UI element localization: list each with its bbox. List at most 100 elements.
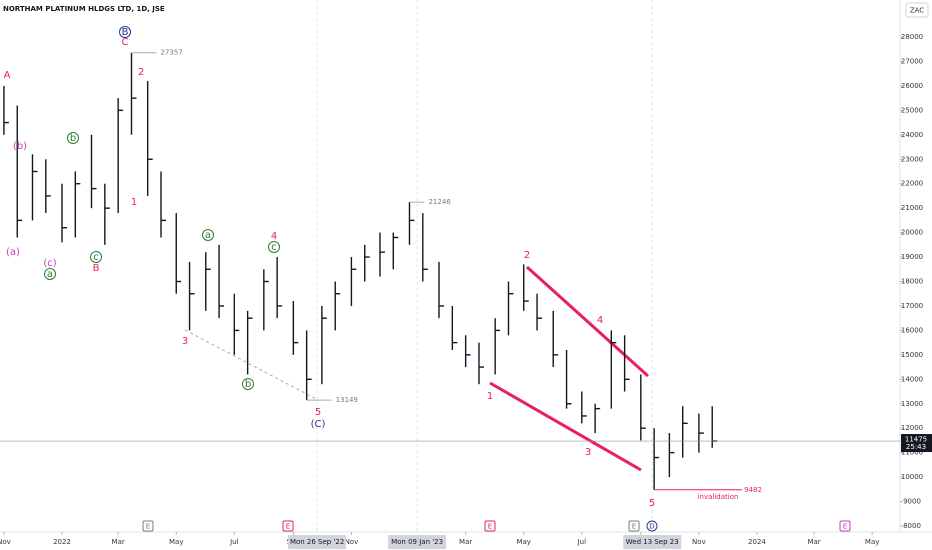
wave-circle	[202, 229, 214, 241]
x-tick-label: May	[169, 538, 183, 546]
wave-label: 1	[131, 197, 137, 208]
trendline	[489, 381, 642, 472]
event-label: E	[146, 523, 150, 531]
wave-label: c	[93, 252, 99, 263]
wave-label: 3	[182, 336, 188, 347]
wave-label: 4	[271, 231, 277, 242]
currency-box	[905, 2, 929, 18]
y-tick-label: 10000	[901, 473, 923, 481]
wave-label: a	[205, 230, 211, 241]
marker-box	[388, 535, 447, 549]
wave-label: 2	[524, 250, 530, 261]
event-label: D	[649, 523, 654, 531]
x-tick-label: May	[865, 538, 879, 546]
x-tick-label: May	[516, 538, 530, 546]
price-callout: 21246	[428, 198, 451, 206]
event-label: E	[286, 523, 290, 531]
chart-title: NORTHAM PLATINUM HLDGS LTD, 1D, JSE	[3, 5, 165, 13]
event-icon	[282, 520, 294, 532]
x-tick-label: Jul	[229, 538, 239, 546]
wave-label: 1	[487, 391, 493, 402]
wave-circle	[268, 241, 280, 253]
wave-label: 3	[585, 447, 591, 458]
wave-label: A	[4, 70, 11, 81]
x-tick-label: Mar	[807, 538, 820, 546]
wave-label: 5	[315, 407, 321, 418]
wave-label: (b)	[13, 141, 27, 152]
wave-label: B	[93, 263, 100, 274]
y-tick-label: 12000	[901, 424, 923, 432]
wave-circle	[44, 268, 56, 280]
wave-label: 2	[138, 67, 144, 78]
wave-label: C	[122, 37, 129, 48]
drawings	[184, 265, 650, 472]
price-callout: 13149	[336, 396, 358, 404]
x-tick-label: Nov	[0, 538, 11, 546]
wave-label: invalidation	[698, 493, 739, 501]
y-tick-label: 26000	[901, 82, 923, 90]
wave-label: (C)	[311, 419, 326, 430]
y-tick-label: 13000	[901, 400, 923, 408]
x-tick-label: Mar	[459, 538, 472, 546]
event-icon	[142, 520, 154, 532]
price-callout: 27357	[160, 49, 182, 57]
wave-label: c	[271, 242, 277, 253]
y-tick-label: 20000	[901, 229, 923, 237]
marker-label: Wed 13 Sep 23	[626, 538, 679, 546]
dashed-trend	[184, 329, 319, 401]
x-tick-label: Nov	[692, 538, 706, 546]
y-tick-label: 16000	[901, 326, 923, 334]
wave-label: B	[122, 27, 129, 38]
event-icon	[646, 520, 658, 532]
wave-label: 4	[597, 315, 603, 326]
y-tick-label: 28000	[901, 33, 923, 41]
event-icon	[839, 520, 851, 532]
marker-label: Mon 09 Jan '23	[391, 538, 443, 546]
event-icon	[484, 520, 496, 532]
y-tick-label: 21000	[901, 204, 923, 212]
y-tick-label: 14000	[901, 375, 923, 383]
y-tick-label: 27000	[901, 57, 923, 65]
wave-label: (a)	[6, 247, 20, 258]
x-tick-label: Jul	[577, 538, 587, 546]
y-tick-label: 9000	[903, 498, 921, 506]
y-tick-label: 18000	[901, 278, 923, 286]
y-tick-label: 15000	[901, 351, 923, 359]
wave-circle	[67, 132, 79, 144]
wave-circle	[242, 378, 254, 390]
y-tick-label: 11000	[901, 449, 923, 457]
wave-label: (c)	[43, 258, 56, 269]
countdown: 25:43	[906, 443, 926, 451]
x-tick-label: Mar	[112, 538, 125, 546]
wave-circle	[119, 26, 131, 38]
x-tick-label: 2022	[53, 538, 71, 546]
y-tick-label: 8000	[903, 522, 921, 530]
x-tick-label: 2024	[748, 538, 766, 546]
event-icon	[628, 520, 640, 532]
wave-label: 5	[649, 498, 655, 509]
marker-box	[288, 535, 347, 549]
wave-circle	[90, 251, 102, 263]
event-label: E	[632, 523, 636, 531]
y-tick-label: 17000	[901, 302, 923, 310]
y-tick-label: 23000	[901, 155, 923, 163]
y-tick-label: 19000	[901, 253, 923, 261]
last-price: 11475	[905, 436, 927, 444]
invalidation-price: 9482	[744, 486, 762, 494]
y-tick-label: 24000	[901, 131, 923, 139]
last-price-box	[901, 434, 932, 453]
wave-label: b	[70, 133, 76, 144]
y-tick-label: 22000	[901, 180, 923, 188]
wave-label: b	[245, 379, 251, 390]
trendline	[525, 265, 650, 378]
x-tick-label: Nov	[345, 538, 359, 546]
marker-label: Mon 26 Sep '22	[290, 538, 344, 546]
marker-box	[623, 535, 682, 549]
wave-label: a	[47, 269, 53, 280]
y-tick-label: 25000	[901, 106, 923, 114]
event-label: E	[843, 523, 847, 531]
currency: ZAC	[910, 7, 924, 15]
event-label: E	[488, 523, 492, 531]
